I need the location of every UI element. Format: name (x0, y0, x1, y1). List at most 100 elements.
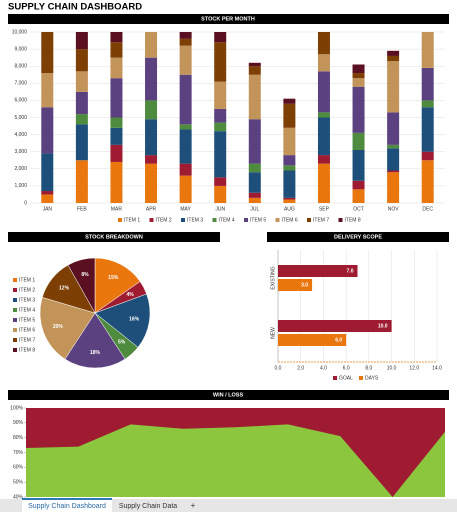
legend-swatch (149, 218, 154, 222)
legend-swatch (13, 308, 17, 312)
win-area (26, 424, 445, 497)
bar-segment (248, 74, 261, 120)
bar-segment (41, 153, 54, 192)
x-tick-label: 12.0 (409, 365, 419, 371)
y-tick-label: 70% (13, 450, 24, 456)
legend-swatch (333, 376, 337, 380)
y-tick-label: 3,000 (14, 149, 27, 155)
bar-segment (145, 100, 158, 120)
bar-segment (41, 32, 54, 74)
bar-segment (387, 148, 400, 171)
bar-segment (421, 107, 434, 152)
bar-segment (214, 185, 227, 203)
bar-segment (145, 57, 158, 101)
pie-slice (67, 257, 96, 314)
header-bar (8, 390, 449, 400)
legend-label: ITEM 4 (19, 307, 35, 313)
x-tick-label: NOV (388, 206, 400, 212)
bar-segment (41, 194, 54, 203)
legend-label: ITEM 1 (19, 277, 35, 283)
legend-swatch (13, 318, 17, 322)
bar-segment (352, 189, 365, 203)
x-tick-label: AUG (284, 206, 295, 212)
bar-segment (352, 180, 365, 190)
bar-segment (283, 165, 296, 171)
bar-segment (248, 172, 261, 193)
x-tick-label: 6.0 (343, 365, 350, 371)
legend-swatch (13, 278, 17, 282)
x-tick-label: SEP (319, 206, 330, 212)
x-tick-label: MAY (180, 206, 191, 212)
slice-label: 12% (59, 286, 70, 292)
bar (278, 279, 313, 291)
bar-segment (75, 49, 88, 72)
x-tick-label: 14.0 (432, 365, 442, 371)
bar-segment (214, 32, 227, 43)
bar-segment (75, 91, 88, 115)
legend-label: ITEM 6 (19, 327, 35, 333)
bar-segment (179, 175, 192, 203)
bar-segment (421, 100, 434, 108)
bar-segment (179, 38, 192, 46)
bar-segment (387, 172, 400, 203)
legend-label: ITEM 1 (124, 217, 140, 223)
bar-segment (110, 42, 123, 58)
bar (278, 265, 358, 277)
bar-segment (214, 42, 227, 82)
bar-segment (387, 170, 400, 173)
header-bar (8, 14, 449, 24)
legend-swatch (118, 218, 122, 222)
y-tick-label: 0 (24, 200, 27, 206)
legend-swatch (13, 288, 17, 292)
bar-segment (75, 160, 88, 203)
y-tick-label: NEW (270, 327, 276, 339)
y-tick-label: 8,000 (14, 64, 27, 70)
bar-segment (145, 119, 158, 156)
bar-segment (214, 81, 227, 109)
bar-segment (75, 32, 88, 50)
pie-slice (94, 257, 141, 314)
bar-segment (387, 61, 400, 113)
legend-label: GOAL (339, 375, 353, 381)
legend-swatch (275, 218, 280, 222)
tab[interactable] (22, 499, 112, 512)
bar-segment (421, 67, 434, 101)
chart-title: STOCK BREAKDOWN (85, 234, 143, 240)
x-tick-label: FEB (77, 206, 87, 212)
y-tick-label: 1,000 (14, 183, 27, 189)
bar-segment (75, 124, 88, 161)
bar-segment (41, 191, 54, 195)
y-tick-label: 50% (13, 479, 24, 485)
pie-slice (64, 312, 126, 369)
chart-title: WIN / LOSS (213, 392, 244, 398)
legend-swatch (359, 376, 363, 380)
bar-segment (421, 160, 434, 203)
bar-segment (179, 32, 192, 39)
bar-segment (179, 124, 192, 130)
y-tick-label: 2,000 (14, 166, 27, 172)
legend-label: ITEM 4 (219, 217, 235, 223)
tab-label[interactable]: Supply Chain Data (119, 503, 177, 510)
x-tick-label: JUL (250, 206, 259, 212)
bar-label: 6.0 (335, 337, 342, 343)
bar (278, 334, 347, 346)
y-tick-label: 5,000 (14, 115, 27, 121)
bar-segment (387, 112, 400, 145)
bar-segment (145, 32, 158, 58)
legend-swatch (307, 218, 311, 222)
y-tick-label: 100% (10, 405, 23, 411)
y-tick-label: 4,000 (14, 132, 27, 138)
tab-add[interactable]: + (191, 501, 196, 510)
bar-segment (179, 163, 192, 176)
x-tick-label: 2.0 (297, 365, 304, 371)
bar-segment (179, 129, 192, 164)
bar-segment (387, 50, 400, 56)
x-tick-label: 4.0 (320, 365, 327, 371)
bar-segment (283, 170, 296, 198)
legend-swatch (244, 218, 248, 222)
legend-label: ITEM 8 (19, 347, 35, 353)
bar-segment (110, 78, 123, 118)
tab-label[interactable]: Supply Chain Dashboard (28, 503, 106, 510)
bar-segment (317, 155, 330, 164)
